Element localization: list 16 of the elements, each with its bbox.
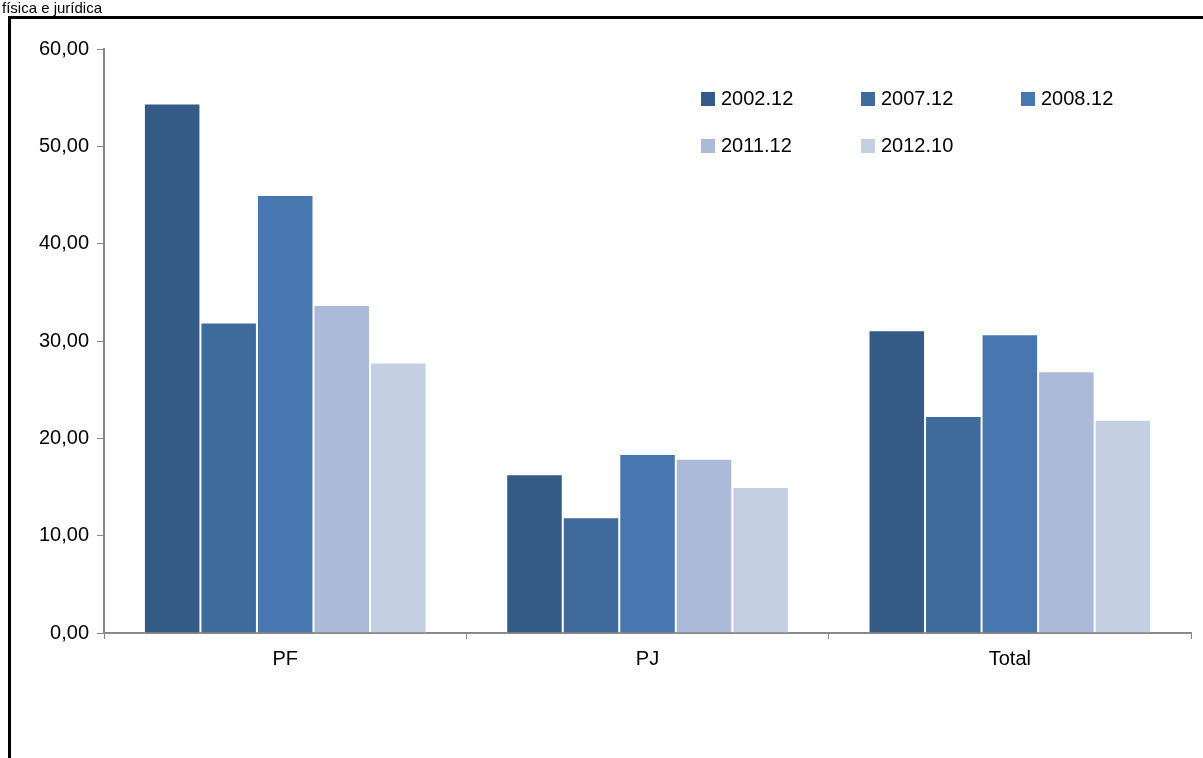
y-tick-label: 30,00 [38,328,90,351]
y-tick-label: 60,00 [38,36,90,59]
y-tick-label: 20,00 [38,425,90,448]
legend-label: 2012.10 [881,133,954,156]
y-tick-label: 0,00 [50,620,90,643]
y-tick-label: 10,00 [38,523,90,546]
legend-label: 2011.12 [721,133,792,156]
x-tick-label: Total [988,646,1031,669]
y-tick-label: 50,00 [38,133,90,156]
legend-label: 2007.12 [881,86,954,109]
x-tick-label: PF [272,646,298,669]
y-tick-label: 40,00 [38,231,90,254]
legend-label: 2008.12 [1041,86,1114,109]
legend-label: 2002.12 [721,86,794,109]
x-tick-label: PJ [635,646,660,669]
chart-title: física e jurídica [2,0,103,16]
